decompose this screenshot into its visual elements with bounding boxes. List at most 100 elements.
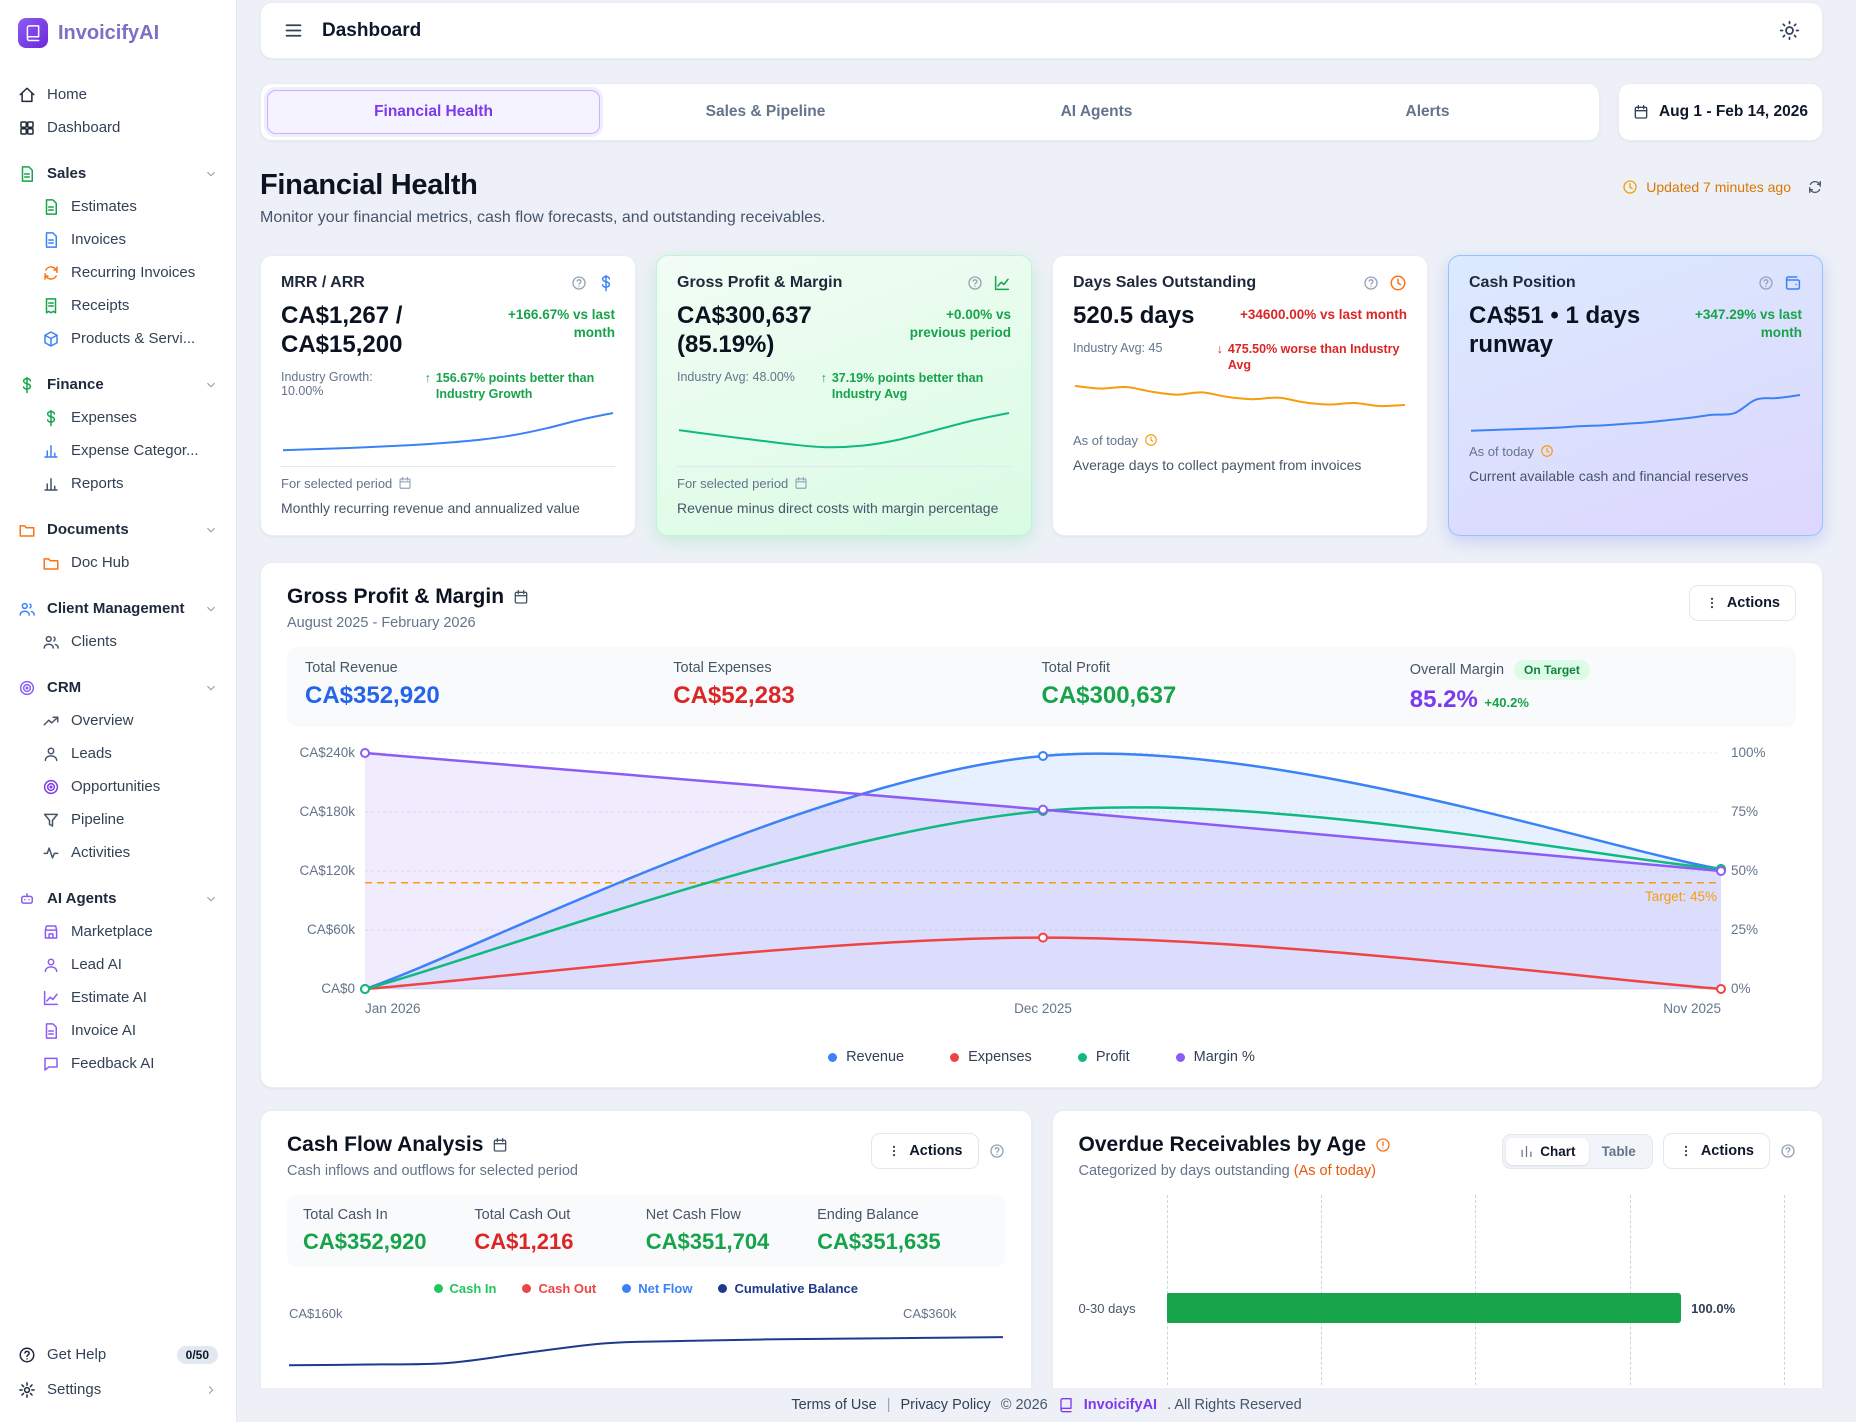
legend-item-profit[interactable]: Profit — [1077, 1049, 1130, 1065]
help-icon[interactable] — [1780, 1143, 1796, 1159]
sidebar-item-estimates[interactable]: Estimates — [10, 190, 226, 223]
stat-label: Total Profit — [1041, 660, 1111, 677]
sidebar-item-products-services[interactable]: Products & Servi... — [10, 322, 226, 355]
actions-button[interactable]: Actions — [1688, 585, 1796, 622]
legend-item-net-flow[interactable]: Net Flow — [622, 1281, 692, 1296]
sidebar-item-overview[interactable]: Overview — [10, 704, 226, 737]
sidebar-item-expenses[interactable]: Expenses — [10, 401, 226, 434]
as-of-note: (As of today) — [1293, 1163, 1376, 1180]
sidebar-item-clients[interactable]: Clients — [10, 625, 226, 658]
date-range-picker[interactable]: Aug 1 - Feb 14, 2026 — [1618, 83, 1823, 141]
sidebar-section-header-finance[interactable]: Finance — [10, 368, 226, 401]
sidebar-item-activities[interactable]: Activities — [10, 836, 226, 869]
sidebar-item-settings[interactable]: Settings — [10, 1373, 226, 1406]
stat-label: Ending Balance — [817, 1207, 919, 1224]
legend-item-expenses[interactable]: Expenses — [950, 1049, 1032, 1065]
help-icon[interactable] — [1758, 275, 1774, 291]
brand[interactable]: InvoicifyAI — [10, 14, 226, 52]
kebab-icon — [1705, 596, 1719, 610]
tab-ai-agents[interactable]: AI Agents — [931, 90, 1262, 134]
stat-label: Overall Margin — [1409, 662, 1505, 679]
sidebar-item-home[interactable]: Home — [10, 78, 226, 111]
sidebar-item-expense-categories[interactable]: Expense Categor... — [10, 434, 226, 467]
sidebar-item-dashboard[interactable]: Dashboard — [10, 111, 226, 144]
sidebar-item-marketplace[interactable]: Marketplace — [10, 915, 226, 948]
stat-label: Total Expenses — [673, 660, 772, 677]
refresh-icon[interactable] — [1807, 179, 1823, 195]
actions-button[interactable]: Actions — [871, 1133, 979, 1170]
sidebar-section-header-documents[interactable]: Documents — [10, 513, 226, 546]
sidebar-footer: Get Help 0/50 Settings — [10, 1332, 226, 1406]
stat-label: Total Cash Out — [474, 1207, 571, 1224]
kpi-row: MRR / ARR CA$1,267 / CA$15,200 +166.67% … — [260, 255, 1823, 537]
sidebar-section-header-crm[interactable]: CRM — [10, 671, 226, 704]
kpi-delta: +347.29% vs last month — [1695, 307, 1802, 340]
sidebar-item-pipeline[interactable]: Pipeline — [10, 803, 226, 836]
legend-label: Margin % — [1193, 1049, 1255, 1066]
calendar-icon — [492, 1137, 508, 1153]
asof-label: As of today — [1469, 443, 1535, 459]
sidebar-item-lead-ai[interactable]: Lead AI — [10, 948, 226, 981]
svg-text:75%: 75% — [1731, 804, 1758, 819]
pipeline-icon — [42, 811, 60, 829]
help-icon[interactable] — [571, 275, 587, 291]
last-updated: Updated 7 minutes ago — [1622, 179, 1823, 195]
arrow-up-icon: ↑ — [424, 370, 431, 385]
theme-toggle-button[interactable] — [1779, 20, 1800, 41]
help-icon[interactable] — [967, 275, 983, 291]
stat-total-expenses: Total Expenses CA$52,283 — [673, 660, 1041, 714]
chevron-down-icon — [204, 167, 218, 181]
legend-item-revenue[interactable]: Revenue — [828, 1049, 904, 1065]
sidebar-section-header-client-management[interactable]: Client Management — [10, 592, 226, 625]
footer-brand-link[interactable]: InvoicifyAI — [1083, 1397, 1158, 1413]
kebab-icon — [887, 1144, 901, 1158]
sidebar-item-recurring-invoices[interactable]: Recurring Invoices — [10, 256, 226, 289]
sidebar-item-reports[interactable]: Reports — [10, 467, 226, 500]
sidebar-item-estimate-ai[interactable]: Estimate AI — [10, 981, 226, 1014]
clock-icon — [1540, 444, 1554, 458]
sidebar-item-label: Estimate AI — [71, 989, 147, 1006]
legend-item-margin[interactable]: Margin % — [1175, 1049, 1255, 1066]
terms-link[interactable]: Terms of Use — [791, 1397, 877, 1413]
privacy-link[interactable]: Privacy Policy — [900, 1397, 991, 1413]
legend-item-cash-in[interactable]: Cash In — [433, 1281, 496, 1296]
bar-0-30-days[interactable] — [1166, 1293, 1682, 1324]
section-subtitle: Cash inflows and outflows for selected p… — [287, 1163, 578, 1180]
brand-name: InvoicifyAI — [58, 21, 160, 44]
toggle-chart[interactable]: Chart — [1506, 1137, 1589, 1165]
legend-label: Revenue — [846, 1049, 905, 1066]
sidebar-item-leads[interactable]: Leads — [10, 737, 226, 770]
help-icon[interactable] — [989, 1143, 1005, 1159]
sidebar-item-doc-hub[interactable]: Doc Hub — [10, 546, 226, 579]
cash-flow-analysis-section: Cash Flow Analysis Cash inflows and outf… — [260, 1110, 1032, 1401]
sidebar-item-feedback-ai[interactable]: Feedback AI — [10, 1047, 226, 1080]
stat-value: CA$352,920 — [305, 682, 440, 710]
actions-button[interactable]: Actions — [1662, 1133, 1770, 1170]
stat-value: CA$351,635 — [817, 1229, 941, 1255]
sidebar-item-get-help[interactable]: Get Help 0/50 — [10, 1338, 226, 1371]
sidebar-section-header-sales[interactable]: Sales — [10, 157, 226, 190]
legend-item-cumulative-balance[interactable]: Cumulative Balance — [718, 1281, 858, 1296]
stat-value: CA$300,637 — [1041, 682, 1177, 710]
tab-row: Financial Health Sales & Pipeline AI Age… — [260, 83, 1823, 141]
tab-alerts[interactable]: Alerts — [1262, 90, 1593, 134]
sidebar-item-label: Settings — [47, 1381, 102, 1398]
sidebar-item-invoice-ai[interactable]: Invoice AI — [10, 1014, 226, 1047]
sidebar-item-invoices[interactable]: Invoices — [10, 223, 226, 256]
sidebar-section-header-ai-agents[interactable]: AI Agents — [10, 882, 226, 915]
date-range-label: Aug 1 - Feb 14, 2026 — [1658, 103, 1809, 120]
help-icon[interactable] — [1363, 275, 1379, 291]
stat-total-profit: Total Profit CA$300,637 — [1042, 660, 1410, 714]
sidebar-item-opportunities[interactable]: Opportunities — [10, 770, 226, 803]
legend-item-cash-out[interactable]: Cash Out — [522, 1281, 596, 1296]
tab-financial-health[interactable]: Financial Health — [267, 90, 600, 134]
leads-icon — [42, 745, 60, 763]
chevron-down-icon — [204, 602, 218, 616]
sidebar-item-receipts[interactable]: Receipts — [10, 289, 226, 322]
menu-button[interactable] — [283, 20, 304, 41]
tab-sales-pipeline[interactable]: Sales & Pipeline — [600, 90, 931, 134]
sparkline-chart — [677, 408, 1011, 454]
toggle-table[interactable]: Table — [1589, 1138, 1649, 1165]
kpi-delta: +34600.00% vs last month — [1240, 307, 1407, 322]
